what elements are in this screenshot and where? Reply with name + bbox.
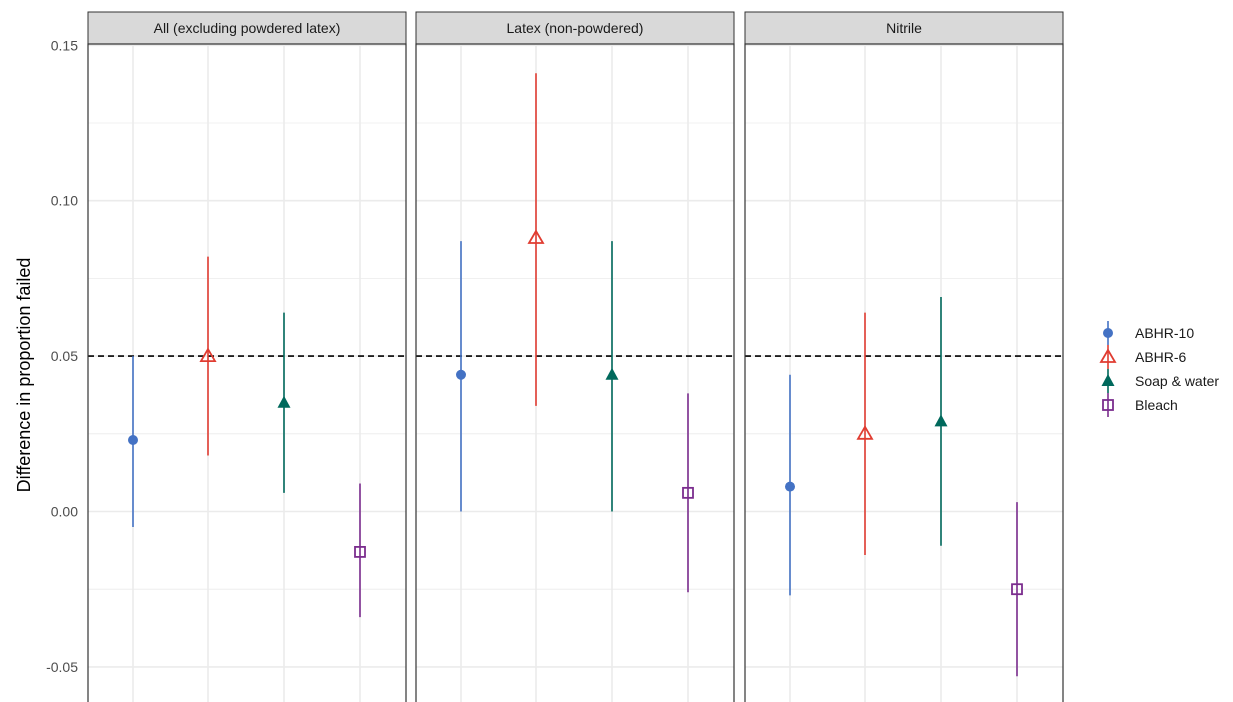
data-point bbox=[682, 486, 694, 499]
y-tick-label: -0.05 bbox=[46, 659, 78, 675]
data-point bbox=[354, 546, 366, 558]
panel-border bbox=[87, 43, 407, 702]
facet-panel: Latex (non-powdered) bbox=[415, 11, 735, 702]
y-tick-label: 0.15 bbox=[51, 37, 78, 53]
panel-border bbox=[415, 43, 735, 702]
legend-key-marker bbox=[1103, 328, 1113, 338]
data-point bbox=[934, 414, 948, 427]
data-point bbox=[785, 481, 795, 492]
y-tick-label: 0.05 bbox=[51, 348, 78, 364]
data-point bbox=[527, 229, 545, 244]
facet-panel: Nitrile bbox=[744, 11, 1064, 702]
facet-strip bbox=[87, 11, 407, 45]
panel-border bbox=[744, 43, 1064, 702]
data-point bbox=[277, 395, 291, 408]
data-point bbox=[199, 347, 217, 363]
y-axis-title: Difference in proportion failed bbox=[14, 258, 34, 493]
legend-label: ABHR-10 bbox=[1135, 325, 1194, 341]
legend: ABHR-10 ABHR-6 Soap & water Bleach bbox=[1099, 321, 1219, 417]
facet-strip-label: Latex (non-powdered) bbox=[507, 20, 644, 36]
legend-key-marker bbox=[1101, 374, 1115, 386]
data-point bbox=[456, 369, 466, 380]
facet-panel: All (excluding powdered latex) bbox=[87, 11, 407, 702]
data-point bbox=[1011, 583, 1023, 596]
facet-strip bbox=[744, 11, 1064, 45]
legend-label: ABHR-6 bbox=[1135, 349, 1187, 365]
facet-strip-label: All (excluding powdered latex) bbox=[154, 20, 341, 36]
legend-label: Soap & water bbox=[1135, 373, 1219, 389]
y-tick-label: 0.10 bbox=[51, 193, 78, 209]
facet-panels: All (excluding powdered latex) Latex (non… bbox=[87, 11, 1064, 702]
data-point bbox=[128, 435, 138, 446]
legend-label: Bleach bbox=[1135, 397, 1178, 413]
facet-strip-label: Nitrile bbox=[886, 20, 922, 36]
legend-key-marker bbox=[1102, 399, 1114, 411]
facet-strip bbox=[415, 11, 735, 45]
data-point bbox=[856, 425, 874, 440]
data-point bbox=[605, 367, 619, 380]
legend-key-marker bbox=[1099, 348, 1117, 363]
y-tick-labels: -0.05 0.00 0.05 0.10 0.15 bbox=[46, 37, 78, 675]
y-tick-label: 0.00 bbox=[51, 504, 78, 520]
